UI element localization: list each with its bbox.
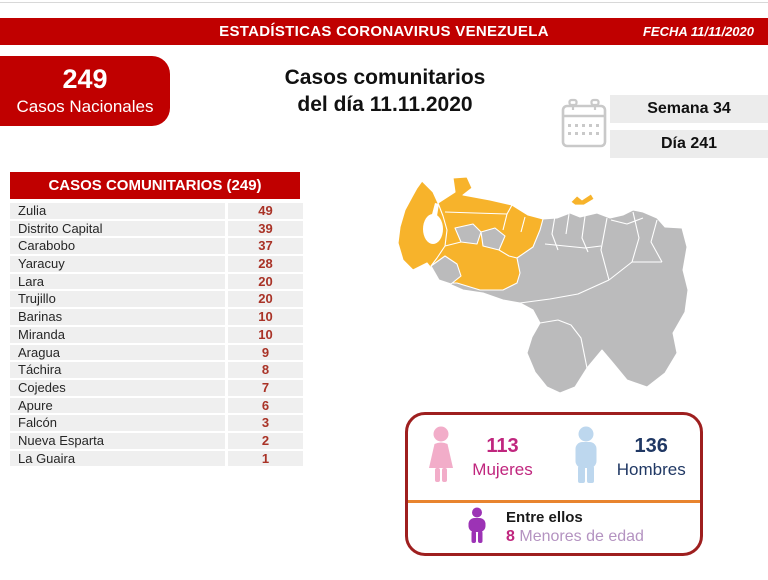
national-cases-box: 249 Casos Nacionales — [0, 56, 170, 126]
table-row: Nueva Esparta 2 — [10, 432, 310, 449]
state-value-cell: 1 — [228, 450, 303, 467]
men-count: 136 — [634, 435, 668, 458]
table-row: La Guaira 1 — [10, 450, 310, 467]
state-name-cell: Apure — [10, 397, 225, 414]
page-title-line1: Casos comunitarios — [284, 66, 486, 89]
week-badge: Semana 34 — [610, 95, 768, 123]
state-value-cell: 10 — [228, 309, 303, 325]
national-cases-label: Casos Nacionales — [16, 96, 154, 116]
female-icon — [422, 426, 460, 489]
state-value-cell: 39 — [228, 220, 303, 237]
table-row: Zulia 49 — [10, 203, 310, 219]
cases-table: Zulia 49 Distrito Capital 39 Carabobo 37… — [10, 203, 310, 467]
women-count: 113 — [486, 435, 519, 458]
state-name-cell: Trujillo — [10, 291, 225, 308]
table-row: Apure 6 — [10, 397, 310, 414]
state-name-cell: Carabobo — [10, 238, 225, 255]
minors-label: Menores de edad — [519, 528, 644, 546]
state-name-cell: Barinas — [10, 309, 225, 325]
state-name-cell: La Guaira — [10, 450, 225, 467]
state-value-cell: 28 — [228, 256, 303, 272]
calendar-icon — [560, 97, 608, 151]
men-label: Hombres — [616, 460, 686, 480]
state-value-cell: 2 — [228, 432, 303, 449]
table-row: Miranda 10 — [10, 326, 310, 343]
women-group: 113 Mujeres — [422, 426, 533, 489]
state-name-cell: Aragua — [10, 344, 225, 361]
minors-line: 8 Menores de edad — [506, 527, 644, 548]
state-value-cell: 49 — [228, 203, 303, 219]
state-value-cell: 8 — [228, 362, 303, 378]
header-title: ESTADÍSTICAS CORONAVIRUS VENEZUELA — [219, 23, 549, 40]
lake-maracaibo — [423, 203, 443, 244]
map-island — [570, 193, 595, 206]
header-bar: ESTADÍSTICAS CORONAVIRUS VENEZUELA FECHA… — [0, 18, 768, 45]
map-state-borders — [519, 211, 663, 369]
table-row: Lara 20 — [10, 273, 310, 290]
table-header: CASOS COMUNITARIOS (249) — [10, 172, 300, 199]
male-icon — [567, 426, 605, 489]
state-name-cell: Táchira — [10, 362, 225, 378]
state-name-cell: Cojedes — [10, 379, 225, 396]
women-label: Mujeres — [472, 460, 533, 480]
orange-divider — [408, 500, 700, 503]
state-value-cell: 20 — [228, 273, 303, 290]
child-icon — [464, 507, 490, 550]
men-group: 136 Hombres — [567, 426, 686, 489]
page-title-line2: del día 11.11.2020 — [297, 93, 473, 117]
national-cases-count: 249 — [62, 64, 108, 95]
table-row: Barinas 10 — [10, 309, 310, 325]
state-name-cell: Yaracuy — [10, 256, 225, 272]
state-name-cell: Zulia — [10, 203, 225, 219]
state-name-cell: Distrito Capital — [10, 220, 225, 237]
header-date: FECHA 11/11/2020 — [642, 24, 754, 39]
state-value-cell: 6 — [228, 397, 303, 414]
table-row: Aragua 9 — [10, 344, 310, 361]
table-row: Carabobo 37 — [10, 238, 310, 255]
table-row: Yaracuy 28 — [10, 256, 310, 272]
state-value-cell: 20 — [228, 291, 303, 308]
state-value-cell: 7 — [228, 379, 303, 396]
state-name-cell: Lara — [10, 273, 225, 290]
state-name-cell: Miranda — [10, 326, 225, 343]
gender-stats-row: 113 Mujeres 136 Hombres — [408, 415, 700, 500]
state-value-cell: 9 — [228, 344, 303, 361]
table-row: Cojedes 7 — [10, 379, 310, 396]
table-row: Táchira 8 — [10, 362, 310, 378]
gender-stats-box: 113 Mujeres 136 Hombres — [405, 412, 703, 556]
table-row: Distrito Capital 39 — [10, 220, 310, 237]
state-value-cell: 37 — [228, 238, 303, 255]
state-value-cell: 10 — [228, 326, 303, 343]
state-name-cell: Falcón — [10, 415, 225, 431]
minors-count: 8 — [506, 528, 515, 546]
venezuela-map — [395, 172, 695, 400]
top-divider — [0, 2, 768, 3]
map-gray-enclaves — [430, 223, 506, 285]
minors-row: Entre ellos 8 Menores de edad — [408, 503, 700, 553]
day-badge: Día 241 — [610, 130, 768, 158]
state-name-cell: Nueva Esparta — [10, 432, 225, 449]
page-title: Casos comunitarios del día 11.11.2020 — [235, 64, 535, 119]
table-row: Trujillo 20 — [10, 291, 310, 308]
state-value-cell: 3 — [228, 415, 303, 431]
minors-intro: Entre ellos — [506, 508, 583, 526]
table-row: Falcón 3 — [10, 415, 310, 431]
